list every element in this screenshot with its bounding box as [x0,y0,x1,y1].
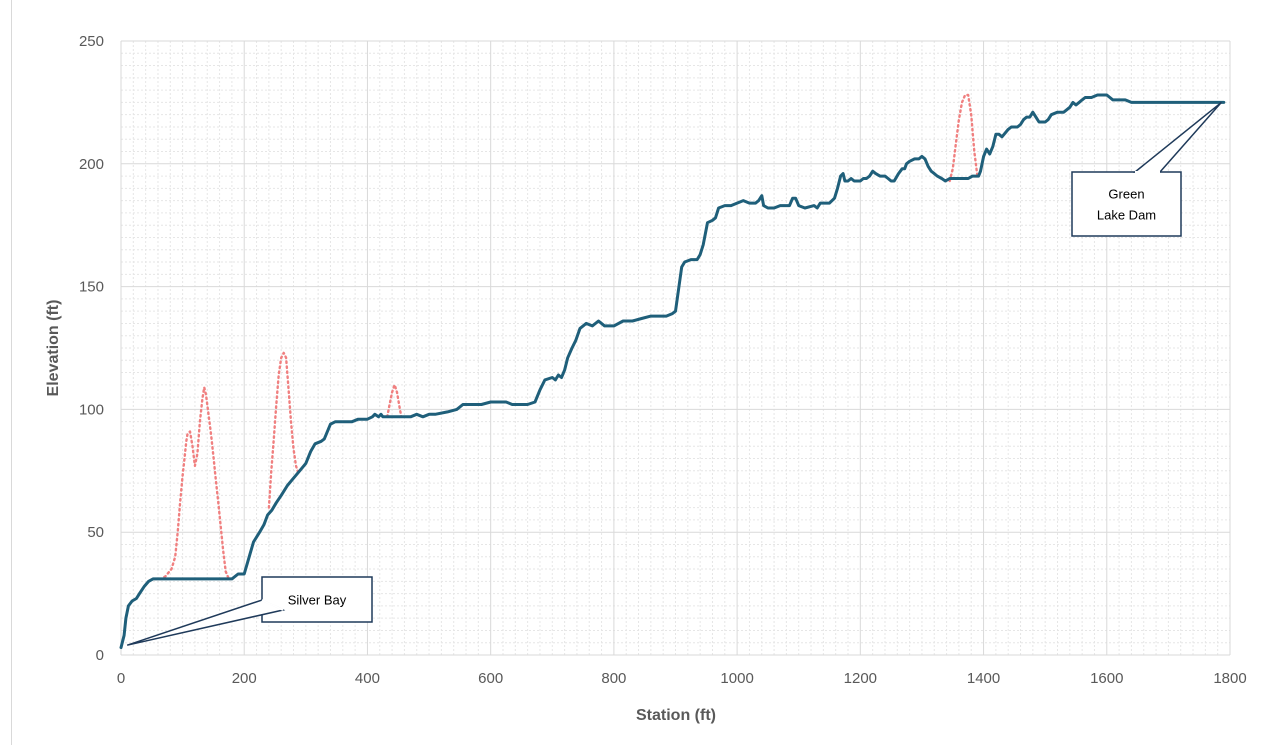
page-edge-rule [11,0,12,745]
minor-gridlines [121,41,1230,655]
callout-label: Silver Bay [288,593,347,608]
x-tick-label: 1200 [844,670,877,687]
callout-pointer-gap [261,599,284,611]
y-tick-label: 150 [79,279,104,296]
dotted-profile-line [948,93,979,183]
x-axis-title: Station (ft) [636,707,716,724]
dotted-profile-line [267,351,300,509]
callout-pointer [126,599,286,646]
y-tick-label: 0 [96,647,104,664]
x-tick-label: 400 [355,670,380,687]
x-tick-label: 0 [117,670,125,687]
callout-pointer [1132,101,1222,173]
y-axis-ticks: 0 50 100 150 200 250 [79,33,104,664]
x-tick-label: 1000 [720,670,753,687]
y-tick-label: 200 [79,156,104,173]
series-layer [119,93,1226,650]
x-tick-label: 1800 [1213,670,1246,687]
x-tick-label: 600 [478,670,503,687]
dotted-profile-line [153,386,235,581]
y-tick-label: 100 [79,401,104,418]
ground-profile-line [119,93,1226,650]
x-axis-ticks: 0 200 400 600 800 1000 1200 1400 1600 1800 [117,670,1247,687]
dotted-profile-line [386,383,403,418]
x-tick-label: 200 [232,670,257,687]
annotation-layer: Silver Bay Green Lake Dam [126,101,1222,646]
major-gridlines [120,40,1231,656]
callout-label: Lake Dam [1097,208,1156,223]
x-tick-label: 1600 [1090,670,1123,687]
y-tick-label: 50 [87,524,104,541]
y-axis-title: Elevation (ft) [45,300,62,397]
callout-box [1071,171,1182,237]
y-tick-label: 250 [79,33,104,50]
x-tick-label: 800 [601,670,626,687]
callout-label: Green [1108,187,1144,202]
x-tick-label: 1400 [967,670,1000,687]
